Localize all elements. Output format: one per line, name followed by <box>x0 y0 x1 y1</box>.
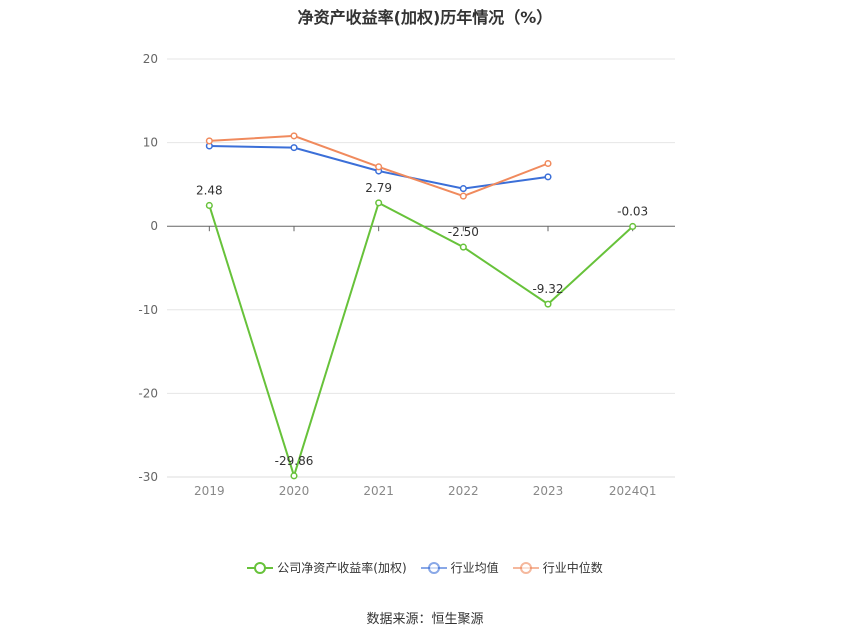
data-point <box>375 199 383 207</box>
data-point <box>459 243 467 251</box>
data-point <box>205 201 213 210</box>
data-label: -2.50 <box>448 225 479 239</box>
y-tick-label: 0 <box>150 219 158 233</box>
x-tick-label: 2019 <box>194 484 225 498</box>
legend-item[interactable]: 行业中位数 <box>512 559 603 576</box>
y-tick-label: 20 <box>143 52 158 66</box>
data-point <box>375 163 383 171</box>
data-point <box>459 185 467 193</box>
data-point <box>544 173 552 181</box>
data-point <box>544 159 552 168</box>
data-point <box>290 144 298 152</box>
data-point <box>290 132 298 140</box>
data-point <box>629 222 637 231</box>
x-tick-label: 2020 <box>279 484 310 498</box>
y-tick-label: -20 <box>138 386 158 400</box>
y-tick-label: -30 <box>138 470 158 484</box>
data-source: 数据来源：恒生聚源 <box>366 612 484 627</box>
legend: 公司净资产收益率(加权) 行业均值 行业中位数 <box>0 559 850 576</box>
data-label: -9.32 <box>532 282 563 296</box>
legend-item[interactable]: 行业均值 <box>420 559 499 576</box>
chart-title: 净资产收益率(加权)历年情况（%） <box>297 8 553 27</box>
y-tick-label: 10 <box>143 136 158 150</box>
data-point <box>205 137 213 145</box>
data-label: 2.48 <box>196 183 223 197</box>
legend-item[interactable]: 公司净资产收益率(加权) <box>247 559 407 576</box>
data-point <box>459 192 467 200</box>
x-tick-label: 2024Q1 <box>609 484 657 498</box>
legend-line-circle-icon <box>420 561 447 574</box>
data-label: -29.86 <box>275 454 314 468</box>
legend-label: 行业均值 <box>450 561 499 575</box>
legend-line-circle-icon <box>512 561 539 574</box>
data-label: -0.03 <box>617 204 648 218</box>
series-line-0 <box>208 201 634 480</box>
x-tick-label: 2023 <box>533 484 564 498</box>
data-point <box>544 300 552 308</box>
legend-label: 行业中位数 <box>542 561 603 575</box>
legend-label: 公司净资产收益率(加权) <box>277 561 407 575</box>
data-point <box>290 472 298 480</box>
x-tick-label: 2022 <box>448 484 479 498</box>
y-tick-label: -10 <box>138 303 158 317</box>
x-tick-label: 2021 <box>363 484 394 498</box>
data-label: 2.79 <box>365 181 392 195</box>
legend-line-circle-icon <box>247 561 274 574</box>
